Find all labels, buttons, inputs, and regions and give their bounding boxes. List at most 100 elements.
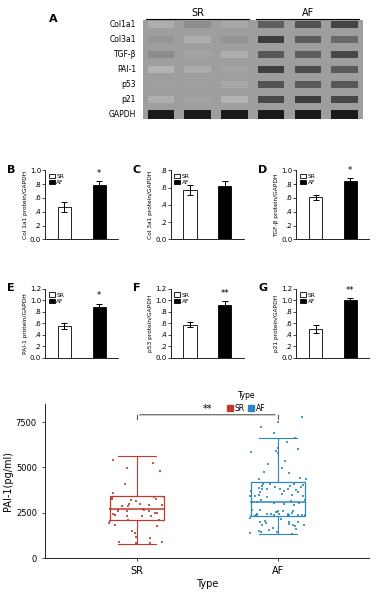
Point [300,520,307,529]
Bar [183,325,196,358]
Point [274,527,280,537]
Point [286,518,292,527]
Bar [184,95,211,103]
Text: *: * [97,292,101,301]
Point [107,516,113,526]
Point [150,458,156,467]
Text: A: A [49,14,57,24]
Bar [331,35,358,43]
Bar [184,65,211,73]
Text: *: * [348,166,352,175]
Bar [184,110,211,119]
Point [271,498,277,508]
Legend: SR, AF: SR, AF [299,173,316,185]
Point [249,497,255,507]
Point [270,523,276,533]
Point [156,515,162,524]
Point [133,539,139,548]
Bar [331,20,358,28]
Text: G: G [259,283,268,293]
Text: p21: p21 [122,95,136,104]
Point [291,500,297,510]
Point [107,505,113,514]
Point [277,484,283,494]
Bar [258,35,284,43]
Bar [148,110,174,119]
Bar [295,80,321,88]
Point [139,511,146,520]
Bar [331,50,358,58]
Point [275,443,281,453]
Point [147,533,153,543]
Point [247,528,253,538]
Point [153,494,159,504]
Point [294,511,300,520]
Point [264,509,270,519]
Point [264,518,270,528]
Y-axis label: p21 protein/GAPDH: p21 protein/GAPDH [274,295,279,352]
Point [273,446,279,456]
Point [295,444,301,454]
Point [284,437,290,447]
Point [257,505,263,514]
Point [285,484,291,494]
Point [289,529,295,539]
Point [150,493,156,502]
Text: PAI-1: PAI-1 [117,65,136,74]
Point [267,479,273,488]
Bar [221,80,248,88]
Bar [221,65,248,73]
Point [248,486,254,496]
Point [125,515,131,524]
Point [259,481,265,490]
Point [281,486,287,496]
Bar [184,50,211,58]
Point [300,481,306,490]
Y-axis label: PAI-1(pg/ml): PAI-1(pg/ml) [3,451,13,511]
Bar [295,65,321,73]
Point [154,521,160,530]
Bar [184,20,211,28]
Text: AF: AF [302,8,314,17]
Bar [148,20,174,28]
Point [256,526,262,536]
Point [285,509,291,519]
Point [299,510,305,520]
Bar [258,50,284,58]
Point [282,457,288,466]
Point [159,500,165,510]
Point [115,506,121,515]
Point [271,511,277,520]
Bar [295,35,321,43]
Text: **: ** [202,404,212,414]
Point [258,422,264,432]
Text: SR: SR [191,8,204,17]
Point [254,497,260,507]
Point [296,498,302,508]
Bar [92,307,106,358]
Bar [58,207,71,239]
Point [128,495,134,505]
Point [276,509,282,518]
Text: E: E [7,283,15,293]
Point [146,506,152,516]
Bar [221,35,248,43]
Point [264,493,270,502]
Point [256,490,262,499]
Point [126,499,132,508]
Point [133,496,139,506]
Point [110,488,116,498]
Legend: SR, AF: SR, AF [299,292,316,304]
Y-axis label: PAI-1 protein/GAPDH: PAI-1 protein/GAPDH [23,293,28,354]
Text: TGF-β: TGF-β [113,50,136,59]
Bar [344,181,357,239]
Point [254,511,260,521]
Legend: SR, AF: SR, AF [224,388,268,416]
Point [112,511,118,520]
Point [272,482,278,491]
Point [273,508,279,517]
Point [256,483,262,493]
Text: C: C [133,165,141,175]
Point [279,489,285,499]
Point [261,467,267,476]
